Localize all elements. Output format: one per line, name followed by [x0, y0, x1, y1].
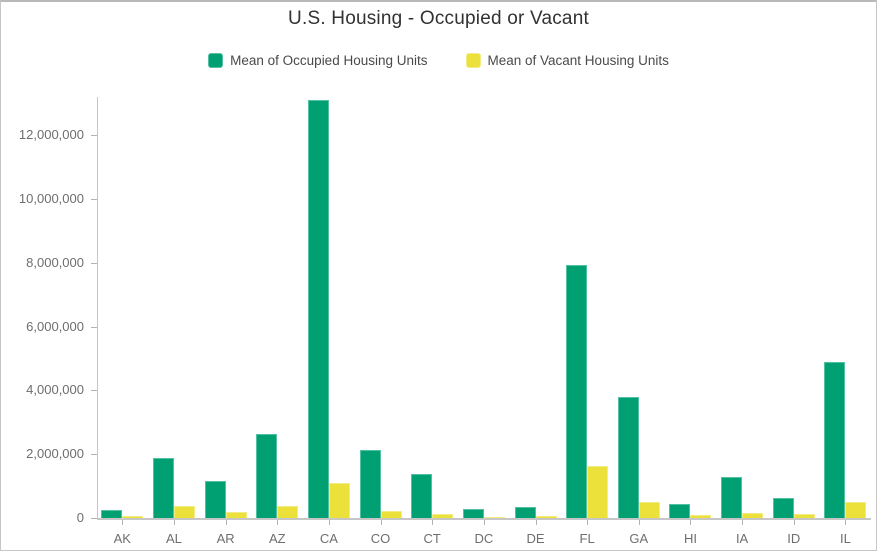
x-axis-tick-mark — [638, 520, 640, 525]
x-axis-label-fl: FL — [579, 531, 595, 546]
x-axis-label-il: IL — [839, 531, 851, 546]
x-axis-label-hi: HI — [683, 531, 697, 546]
x-axis-label-de: DE — [526, 531, 545, 546]
bar-fl-occupied[interactable] — [566, 265, 588, 518]
bar-de-vacant[interactable] — [535, 515, 557, 518]
x-axis-label-ar: AR — [216, 531, 235, 546]
x-axis-label-ga: GA — [629, 531, 649, 546]
y-axis-tick-label: 10,000,000 — [18, 191, 84, 206]
x-axis-tick-mark — [173, 520, 175, 525]
bar-co-vacant[interactable] — [380, 510, 402, 518]
bar-al-occupied[interactable] — [152, 458, 174, 518]
y-axis-tick-label: 0 — [76, 510, 84, 525]
bar-de-occupied[interactable] — [514, 506, 536, 518]
legend-swatch-occupied-icon — [208, 53, 224, 68]
y-axis-tick-mark — [91, 390, 97, 392]
bar-ga-occupied[interactable] — [617, 396, 639, 518]
x-axis-tick-mark — [483, 520, 485, 525]
y-axis-tick-label: 2,000,000 — [26, 446, 84, 462]
x-axis-line — [97, 518, 871, 520]
x-axis-label-dc: DC — [474, 531, 494, 546]
x-axis-tick-mark — [742, 520, 744, 525]
x-axis-tick-mark — [122, 520, 124, 525]
bar-ca-vacant[interactable] — [328, 482, 350, 518]
bar-il-vacant[interactable] — [845, 502, 867, 518]
chart-title: U.S. Housing - Occupied or Vacant — [288, 8, 589, 29]
x-axis-tick-mark — [845, 520, 847, 525]
bar-al-vacant[interactable] — [173, 506, 195, 518]
x-axis-tick-mark — [277, 520, 279, 525]
bar-co-occupied[interactable] — [359, 450, 381, 518]
y-axis-tick-label: 8,000,000 — [26, 254, 84, 270]
bar-ca-occupied[interactable] — [307, 100, 329, 518]
x-axis-label-ia: IA — [735, 531, 749, 546]
bar-il-occupied[interactable] — [824, 362, 846, 518]
y-axis-tick-mark — [91, 262, 97, 264]
x-axis-label-co: CO — [370, 531, 391, 546]
bar-ar-vacant[interactable] — [225, 511, 247, 518]
x-axis-tick-mark — [328, 520, 330, 525]
y-axis-tick-mark — [91, 454, 97, 456]
x-axis-tick-mark — [380, 520, 382, 525]
y-axis-tick-mark — [91, 518, 97, 519]
legend-swatch-vacant-icon — [465, 53, 481, 68]
x-axis-tick-mark — [432, 520, 434, 525]
x-axis-label-al: AL — [165, 531, 182, 546]
x-axis-label-ca: CA — [319, 531, 338, 546]
bar-hi-occupied[interactable] — [669, 503, 691, 518]
x-axis-tick-mark — [225, 520, 227, 525]
y-axis-tick-mark — [91, 199, 97, 200]
legend-label-occupied: Mean of Occupied Housing Units — [230, 53, 428, 68]
x-axis-label-ct: CT — [423, 531, 441, 546]
y-axis-line — [97, 97, 98, 519]
bar-ia-occupied[interactable] — [721, 477, 743, 518]
bar-fl-vacant[interactable] — [587, 466, 609, 518]
bar-dc-occupied[interactable] — [462, 509, 484, 518]
legend-item-vacant[interactable]: Mean of Vacant Housing Units — [465, 53, 669, 68]
legend-item-occupied[interactable]: Mean of Occupied Housing Units — [208, 53, 428, 68]
y-axis-tick-label: 6,000,000 — [26, 318, 84, 334]
x-axis-tick-mark — [690, 520, 692, 525]
bar-az-occupied[interactable] — [256, 434, 278, 518]
bar-ct-vacant[interactable] — [432, 513, 454, 518]
bar-ia-vacant[interactable] — [742, 513, 764, 518]
x-axis-tick-mark — [535, 520, 537, 525]
bar-az-vacant[interactable] — [277, 505, 299, 518]
y-axis-tick-mark — [91, 326, 97, 328]
bar-ga-vacant[interactable] — [638, 502, 660, 518]
bar-dc-vacant[interactable] — [483, 516, 505, 518]
y-axis-tick-label: 4,000,000 — [26, 382, 84, 398]
y-axis-tick-label: 12,000,000 — [18, 127, 84, 143]
y-axis-tick-mark — [91, 135, 97, 137]
x-axis-label-az: AZ — [268, 531, 286, 546]
legend: Mean of Occupied Housing Units Mean of V… — [1, 53, 876, 68]
bar-ct-occupied[interactable] — [411, 473, 433, 518]
x-axis-label-id: ID — [787, 531, 801, 546]
x-axis-tick-mark — [793, 520, 795, 525]
bar-ar-occupied[interactable] — [204, 481, 226, 518]
legend-label-vacant: Mean of Vacant Housing Units — [487, 53, 669, 68]
bar-ak-occupied[interactable] — [101, 510, 123, 518]
bar-hi-vacant[interactable] — [690, 515, 712, 518]
bar-ak-vacant[interactable] — [122, 516, 144, 518]
bar-id-occupied[interactable] — [772, 498, 794, 518]
x-axis-label-ak: AK — [113, 531, 131, 546]
bar-id-vacant[interactable] — [793, 514, 815, 518]
x-axis-tick-mark — [587, 520, 589, 525]
